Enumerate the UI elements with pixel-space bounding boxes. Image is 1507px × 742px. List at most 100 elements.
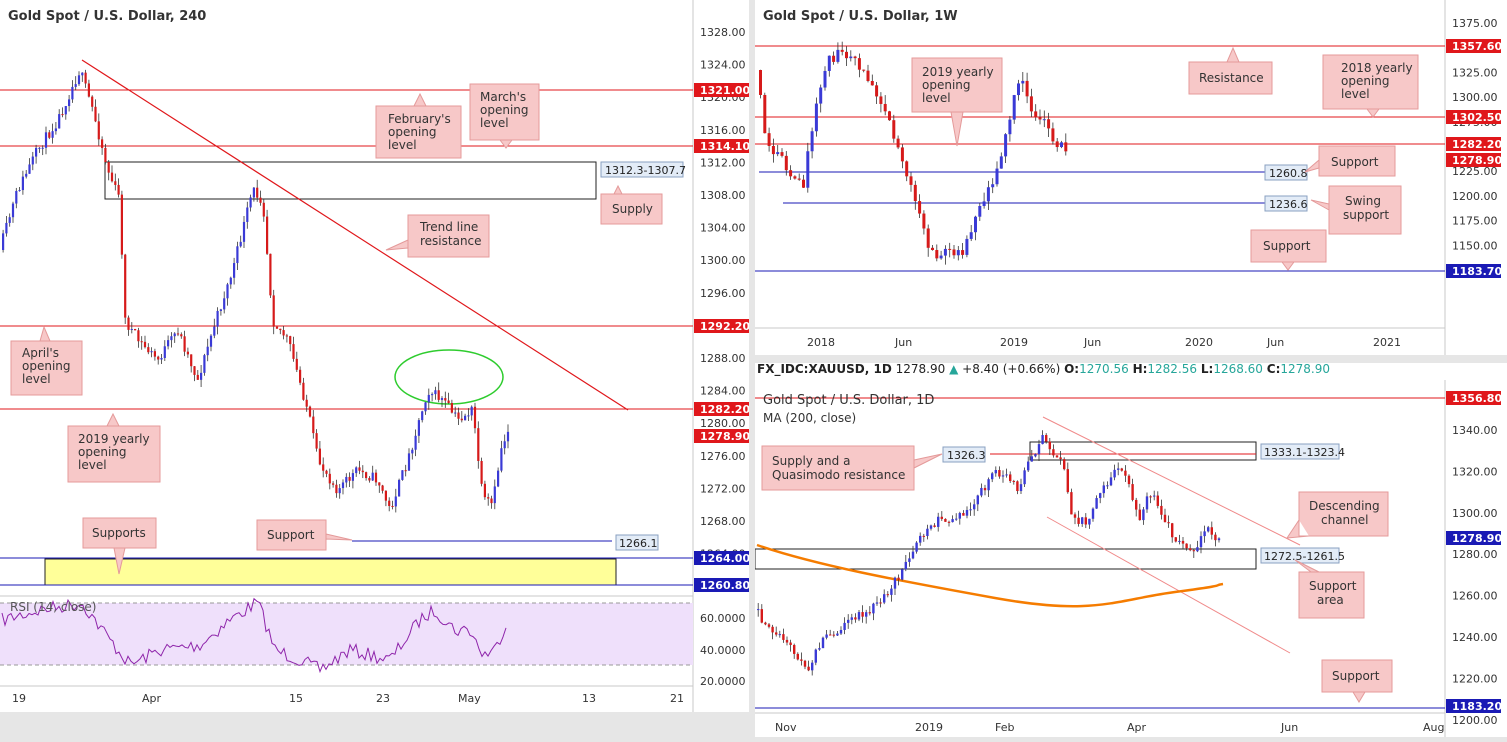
candle — [1034, 111, 1038, 118]
chart-weekly-svg: Gold Spot / U.S. Dollar, 1W 1375.001350.… — [755, 0, 1502, 355]
candle — [209, 335, 213, 347]
candle — [384, 490, 387, 501]
candle — [888, 111, 891, 121]
x-tick: 2020 — [1185, 336, 1213, 349]
candle — [1038, 117, 1042, 120]
candle — [973, 504, 976, 510]
candle — [978, 205, 982, 217]
candle — [1004, 134, 1008, 157]
callout-mar-opening-l3: level — [480, 116, 509, 130]
candle — [1066, 469, 1069, 493]
y-tick: 1150.00 — [1452, 239, 1498, 252]
candle — [999, 156, 1003, 169]
y-tick: 1220.00 — [1452, 672, 1498, 685]
candle — [1052, 449, 1055, 456]
y-tick: 1288.00 — [700, 352, 746, 365]
candle — [1174, 537, 1177, 542]
candle — [1016, 481, 1019, 492]
callout-2018-opening-l1: 2018 yearly — [1341, 61, 1413, 75]
swing-support-label: 1236.6 — [1269, 198, 1308, 211]
y-tick: 1320.00 — [1452, 465, 1498, 478]
candle — [1185, 543, 1188, 549]
candle — [236, 246, 239, 264]
price-tag: 1278.90 — [700, 430, 749, 443]
y-tick: 1200.00 — [1452, 190, 1498, 203]
candle — [823, 70, 827, 88]
candle — [31, 156, 34, 165]
candle — [1210, 527, 1213, 535]
candle — [819, 87, 823, 104]
callout-support-2: Support — [1263, 239, 1311, 253]
candle — [457, 412, 460, 419]
callout-mar-opening-l2: opening — [480, 103, 529, 117]
x-tick: 15 — [289, 692, 303, 705]
price-tag: 1278.90 — [1452, 532, 1502, 545]
candle — [137, 330, 140, 342]
x-tick: 2018 — [807, 336, 835, 349]
callout-feb-opening-l3: level — [388, 138, 417, 152]
y-tick: 1308.00 — [700, 189, 746, 202]
candle — [44, 132, 48, 148]
y-tick: 1272.00 — [700, 482, 746, 495]
callout-2019-opening-l3: level — [78, 458, 107, 472]
candle — [909, 176, 913, 185]
candle — [213, 326, 216, 336]
y-tick: 1312.00 — [700, 156, 746, 169]
candle — [965, 509, 969, 516]
candle — [836, 49, 840, 62]
candle — [974, 216, 977, 233]
callout-apr-opening-l3: level — [22, 372, 51, 386]
candle — [424, 402, 427, 412]
candle — [955, 518, 958, 520]
candle — [847, 619, 850, 623]
candle — [1153, 495, 1156, 497]
candle — [219, 309, 222, 311]
callout-2019-opening-l3: level — [922, 91, 951, 105]
supply-zone-label: 1333.1-1323.4 — [1264, 446, 1345, 459]
candle — [861, 612, 864, 617]
candle — [5, 222, 8, 234]
candle — [437, 390, 440, 400]
candle — [1199, 536, 1203, 548]
candle — [61, 114, 64, 116]
candle — [38, 147, 41, 149]
candle — [986, 187, 990, 202]
candle — [338, 488, 341, 494]
candle — [74, 84, 77, 87]
candle — [800, 659, 803, 661]
candle — [500, 448, 503, 471]
close-label: C: — [1266, 362, 1281, 376]
candle — [1027, 461, 1030, 471]
candle — [2, 233, 5, 250]
candle — [223, 298, 226, 310]
candle — [35, 147, 38, 157]
callout-2019-opening-l1: 2019 yearly — [922, 65, 994, 79]
candle — [1037, 444, 1041, 455]
candle — [153, 351, 156, 357]
high-label: H: — [1132, 362, 1148, 376]
supply-zone — [104, 161, 597, 200]
candle — [84, 72, 87, 84]
candle — [875, 602, 879, 604]
callout-support: Support — [1332, 669, 1380, 683]
y-tick: 1316.00 — [700, 124, 746, 137]
candle — [394, 496, 397, 507]
candle — [1051, 128, 1055, 142]
x-tick: 2019 — [915, 721, 943, 734]
candle — [866, 70, 870, 81]
callout-trend-l2: resistance — [420, 234, 482, 248]
candle — [318, 448, 321, 465]
callout-support: Support — [267, 528, 315, 542]
candle — [926, 228, 930, 248]
candle — [186, 351, 189, 355]
x-tick: Aug — [1423, 721, 1444, 734]
candle — [91, 96, 94, 107]
candle — [252, 187, 255, 198]
y-tick: 1324.00 — [700, 59, 746, 72]
chart-title: Gold Spot / U.S. Dollar, 1D — [763, 393, 934, 408]
close-price: 1278.90 — [895, 362, 946, 376]
candle — [1064, 142, 1068, 152]
candle — [477, 428, 480, 461]
candle — [41, 147, 44, 149]
candle — [845, 51, 848, 59]
